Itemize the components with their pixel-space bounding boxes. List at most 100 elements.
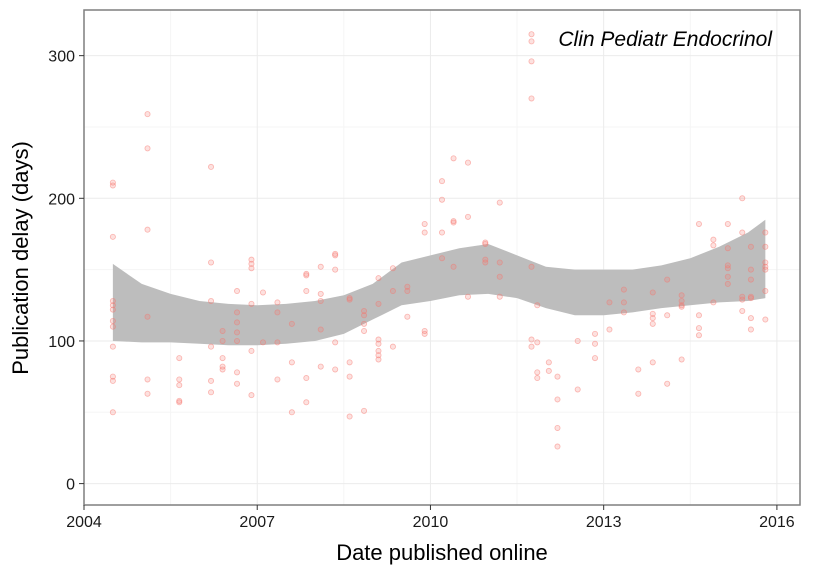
data-point — [762, 229, 769, 236]
data-point — [361, 320, 368, 327]
data-point — [710, 242, 717, 249]
data-point — [528, 336, 535, 343]
data-point — [762, 288, 769, 295]
data-point — [545, 359, 552, 366]
data-point — [317, 326, 324, 333]
data-point — [678, 292, 685, 299]
data-point — [389, 265, 396, 272]
data-point — [346, 359, 353, 366]
x-tick-label: 2007 — [239, 514, 275, 531]
data-point — [762, 316, 769, 323]
data-point — [664, 312, 671, 319]
data-point — [724, 273, 731, 280]
data-point — [438, 178, 445, 185]
data-point — [695, 312, 702, 319]
data-point — [259, 339, 266, 346]
data-point — [404, 288, 411, 295]
data-point — [208, 377, 215, 384]
journal-annotation: Clin Pediatr Endocrinol — [558, 28, 773, 51]
data-point — [574, 337, 581, 344]
data-point — [248, 260, 255, 267]
data-point — [248, 265, 255, 272]
data-point — [144, 111, 151, 118]
data-point — [545, 367, 552, 374]
data-point — [375, 300, 382, 307]
data-point — [288, 320, 295, 327]
data-point — [606, 326, 613, 333]
data-point — [234, 380, 241, 387]
data-point — [144, 226, 151, 233]
data-point — [635, 366, 642, 373]
data-point — [248, 256, 255, 263]
data-point — [464, 293, 471, 300]
y-tick-label: 0 — [66, 477, 75, 494]
data-point — [620, 286, 627, 293]
data-point — [724, 265, 731, 272]
data-point — [438, 255, 445, 262]
data-point — [664, 380, 671, 387]
data-point — [303, 399, 310, 406]
data-point — [528, 343, 535, 350]
data-point — [208, 343, 215, 350]
data-point — [421, 220, 428, 227]
data-point — [375, 352, 382, 359]
data-point — [464, 213, 471, 220]
data-point — [234, 319, 241, 326]
data-point — [649, 359, 656, 366]
data-point — [664, 276, 671, 283]
data-point — [496, 259, 503, 266]
data-point — [747, 266, 754, 273]
data-point — [739, 195, 746, 202]
data-point — [649, 320, 656, 327]
data-point — [274, 299, 281, 306]
data-point — [739, 229, 746, 236]
data-point — [762, 266, 769, 273]
y-tick-label: 300 — [48, 49, 75, 66]
data-point — [144, 145, 151, 152]
x-tick-label: 2013 — [586, 514, 622, 531]
data-point — [208, 163, 215, 170]
data-point — [649, 315, 656, 322]
data-points — [109, 31, 769, 450]
data-point — [450, 219, 457, 226]
data-point — [346, 296, 353, 303]
data-point — [248, 392, 255, 399]
data-point — [710, 299, 717, 306]
data-point — [176, 382, 183, 389]
data-point — [438, 196, 445, 203]
data-point — [375, 347, 382, 354]
data-point — [109, 302, 116, 309]
data-point — [288, 409, 295, 416]
data-point — [421, 229, 428, 236]
data-point — [592, 330, 599, 337]
data-point — [747, 315, 754, 322]
y-axis-title: Publication delay (days) — [8, 141, 33, 375]
data-point — [450, 155, 457, 162]
data-point — [528, 95, 535, 102]
data-point — [176, 376, 183, 383]
x-tick-label: 2010 — [413, 514, 449, 531]
data-point — [375, 356, 382, 363]
data-point — [361, 407, 368, 414]
data-point — [274, 339, 281, 346]
y-tick-label: 100 — [48, 334, 75, 351]
data-point — [109, 323, 116, 330]
data-point — [234, 369, 241, 376]
data-point — [678, 298, 685, 305]
data-point — [554, 443, 561, 450]
data-point — [303, 375, 310, 382]
data-point — [332, 366, 339, 373]
data-point — [234, 309, 241, 316]
data-point — [361, 327, 368, 334]
data-point — [219, 327, 226, 334]
data-point — [219, 355, 226, 362]
data-point — [248, 300, 255, 307]
data-point — [176, 399, 183, 406]
data-point — [375, 336, 382, 343]
data-point — [208, 389, 215, 396]
data-point — [678, 356, 685, 363]
data-point — [554, 373, 561, 380]
data-point — [303, 288, 310, 295]
data-point — [482, 240, 489, 247]
